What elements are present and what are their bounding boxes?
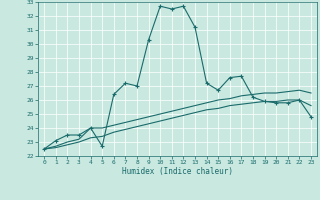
X-axis label: Humidex (Indice chaleur): Humidex (Indice chaleur) — [122, 167, 233, 176]
